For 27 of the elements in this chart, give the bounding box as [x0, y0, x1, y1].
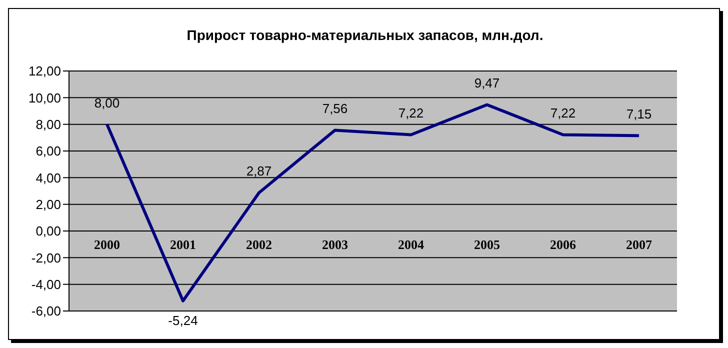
x-tick-label: 2007 — [626, 237, 652, 252]
data-label: 7,15 — [626, 106, 652, 122]
data-label: 7,22 — [550, 106, 576, 121]
y-tick-label: 8,00 — [36, 116, 61, 132]
y-tick-label: 12,00 — [28, 64, 61, 79]
x-tick-label: 2001 — [170, 237, 196, 252]
chart-title: Прирост товарно-материальных запасов, млн.дол. — [186, 27, 544, 43]
y-tick-label: 2,00 — [36, 196, 61, 212]
data-label: 7,56 — [322, 101, 348, 116]
y-tick-label: 0,00 — [36, 224, 61, 239]
data-label: 8,00 — [94, 95, 120, 110]
x-tick-label: 2000 — [94, 237, 120, 252]
x-tick-label: 2006 — [550, 237, 576, 252]
data-label: -5,24 — [168, 312, 198, 328]
y-tick-label: 6,00 — [36, 144, 61, 159]
y-tick-label: -6,00 — [31, 304, 61, 319]
x-tick-label: 2003 — [322, 237, 348, 252]
data-label: 9,47 — [474, 76, 500, 91]
data-label: 7,22 — [398, 106, 424, 121]
x-tick-label: 2002 — [246, 237, 272, 252]
y-tick-label: 10,00 — [28, 90, 61, 106]
data-label: 2,87 — [246, 164, 272, 179]
y-tick-label: 4,00 — [36, 170, 61, 186]
y-tick-label: -2,00 — [31, 250, 61, 266]
x-tick-label: 2005 — [474, 237, 500, 252]
y-tick-label: -4,00 — [31, 276, 61, 292]
x-tick-label: 2004 — [398, 237, 424, 252]
